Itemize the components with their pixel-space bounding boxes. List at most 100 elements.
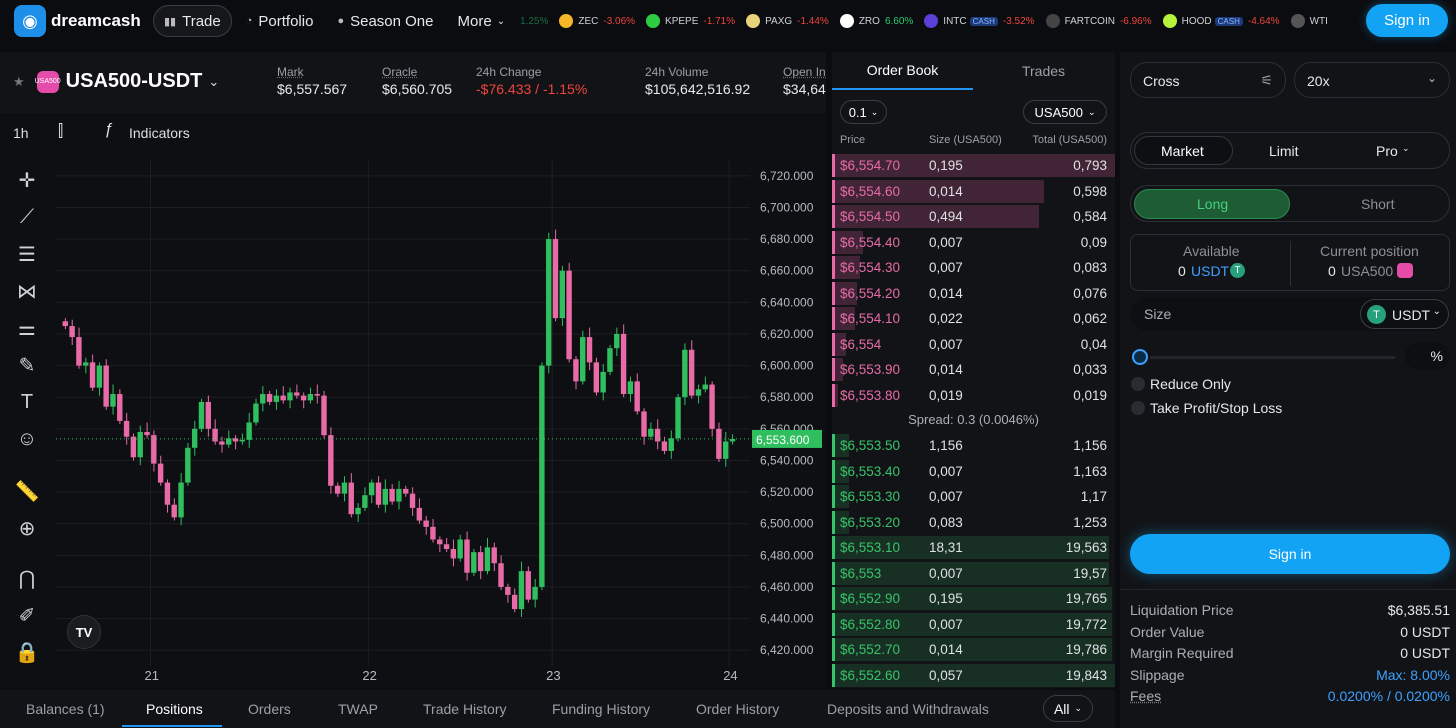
ask-row[interactable]: $6,553.80 0,019 0,019: [832, 383, 1115, 408]
filter-select[interactable]: All ⌄: [1043, 695, 1093, 722]
magnet-icon[interactable]: ⋂: [18, 567, 36, 590]
bottom-tab[interactable]: Positions: [146, 701, 203, 717]
bid-row[interactable]: $6,552.60 0,057 19,843: [832, 663, 1115, 688]
unit-value: USA500: [1034, 104, 1083, 120]
bid-row[interactable]: $6,553.50 1,156 1,156: [832, 433, 1115, 458]
header-signin-button[interactable]: Sign in: [1366, 4, 1448, 37]
order-type-pro[interactable]: Pro: [1376, 143, 1398, 159]
bottom-tab[interactable]: Order History: [696, 701, 780, 717]
ask-row[interactable]: $6,554 0,007 0,04: [832, 332, 1115, 357]
horizontal-lines-icon[interactable]: ☰: [18, 243, 36, 266]
bottom-tab[interactable]: Balances (1): [26, 701, 105, 717]
candle-body: [423, 520, 429, 527]
interval-selector[interactable]: 1h: [13, 125, 29, 141]
ticker-item[interactable]: FARTCOIN -6.96%: [1045, 14, 1152, 28]
nav-portfolio[interactable]: ◔ Portfolio: [236, 5, 324, 37]
tab-order-book[interactable]: Order Book: [832, 52, 973, 90]
text-icon[interactable]: T: [20, 390, 34, 413]
candle-body: [389, 488, 395, 502]
lock-drawing-icon[interactable]: ✐: [18, 604, 36, 627]
ticker-item[interactable]: 1.25%: [515, 16, 548, 27]
pattern-icon[interactable]: ⋈: [17, 280, 37, 303]
lock-icon[interactable]: 🔒: [14, 641, 40, 664]
indicators-button[interactable]: Indicators: [129, 125, 190, 141]
trendline-icon[interactable]: ⟋: [20, 205, 34, 228]
leverage-select[interactable]: 20x ⌄: [1294, 62, 1450, 98]
tpsl-checkbox[interactable]: [1131, 401, 1145, 415]
reduce-only-checkbox[interactable]: [1131, 377, 1145, 391]
percent-input[interactable]: %: [1405, 342, 1450, 370]
ticker-item[interactable]: ZEC -3.06%: [559, 14, 635, 28]
bottom-tab[interactable]: Funding History: [552, 701, 651, 717]
bid-row[interactable]: $6,552.70 0,014 19,786: [832, 637, 1115, 662]
ask-row[interactable]: $6,554.30 0,007 0,083: [832, 255, 1115, 280]
ask-row[interactable]: $6,553.90 0,014 0,033: [832, 357, 1115, 382]
crosshair-icon[interactable]: ✛: [18, 169, 36, 192]
brush-icon[interactable]: ✎: [18, 354, 36, 377]
ask-row[interactable]: $6,554.20 0,014 0,076: [832, 281, 1115, 306]
bottom-tab[interactable]: Deposits and Withdrawals: [827, 701, 989, 717]
candle-body: [607, 348, 613, 372]
long-button[interactable]: [1134, 189, 1290, 219]
position-value: 0: [1328, 263, 1336, 279]
candle-body: [511, 594, 518, 610]
candle-type-icon[interactable]: ⫿: [58, 123, 64, 140]
ticker-item[interactable]: HOOD CASH -4.64%: [1162, 14, 1280, 28]
price-chart[interactable]: 6,720.000 6,700.000 6,680.000 6,660.000 6,64…: [56, 160, 826, 688]
ask-row[interactable]: $6,554.50 0,494 0,584: [832, 204, 1115, 229]
zoom-in-icon[interactable]: ⊕: [18, 517, 36, 540]
size-unit-select[interactable]: T USDT ⌄: [1360, 299, 1449, 329]
emoji-icon[interactable]: ☺: [16, 427, 38, 450]
margin-mode-select[interactable]: Cross ⚟: [1130, 62, 1286, 98]
ticker-item[interactable]: WTI: [1290, 14, 1328, 28]
bid-row[interactable]: $6,552.80 0,007 19,772: [832, 612, 1115, 637]
ticker-symbol: FARTCOIN: [1064, 15, 1115, 27]
ask-row[interactable]: $6,554.10 0,022 0,062: [832, 306, 1115, 331]
ticker-item[interactable]: INTC CASH -3.52%: [924, 14, 1035, 28]
candle-body: [83, 362, 89, 366]
bid-row[interactable]: $6,553.10 18,31 19,563: [832, 535, 1115, 560]
symbol-selector[interactable]: ★ USA500 USA500-USDT ⌄: [13, 70, 219, 93]
bottom-tab[interactable]: Trade History: [423, 701, 507, 717]
ticker-item[interactable]: PAXG -1.44%: [746, 14, 829, 28]
tick-size-select[interactable]: 0.1 ⌄: [840, 100, 887, 124]
tradingview-logo-icon[interactable]: TV: [67, 615, 101, 649]
function-icon[interactable]: ƒ: [104, 121, 113, 138]
last-price-tag: [752, 429, 822, 448]
size-slider-track[interactable]: [1150, 356, 1395, 359]
fib-icon[interactable]: ⚌: [18, 317, 36, 340]
nav-more[interactable]: More ⌄: [448, 5, 516, 37]
candle-body: [96, 365, 103, 388]
favorite-star-icon[interactable]: ★: [13, 73, 25, 89]
ask-row[interactable]: $6,554.70 0,195 0,793: [832, 153, 1115, 178]
size-slider-handle[interactable]: [1132, 349, 1148, 365]
row-edge: [832, 332, 835, 356]
candle-body: [702, 384, 708, 390]
row-edge: [832, 281, 835, 305]
bid-row[interactable]: $6,553.40 0,007 1,163: [832, 459, 1115, 484]
bid-row[interactable]: $6,553 0,007 19,57: [832, 561, 1115, 586]
app-logo[interactable]: ◉ dreamcash: [14, 5, 144, 37]
unit-select[interactable]: USA500 ⌄: [1023, 100, 1107, 124]
info-value: $6,385.51: [1387, 602, 1450, 618]
size-input[interactable]: Size T USDT ⌄: [1130, 297, 1450, 331]
bid-row[interactable]: $6,552.90 0,195 19,765: [832, 586, 1115, 611]
bid-row[interactable]: $6,553.20 0,083 1,253: [832, 510, 1115, 535]
ask-row[interactable]: $6,554.60 0,014 0,598: [832, 179, 1115, 204]
ticker-item[interactable]: ZRO 6.60%: [839, 14, 913, 28]
order-type-limit[interactable]: Limit: [1269, 143, 1299, 159]
nav-season[interactable]: ● Season One: [327, 5, 443, 37]
tab-trades[interactable]: Trades: [1021, 63, 1066, 79]
nav-trade[interactable]: ▮▮ Trade: [153, 5, 232, 37]
ticker-item[interactable]: KPEPE -1.71%: [646, 14, 735, 28]
order-type-market[interactable]: Market: [1161, 143, 1204, 159]
candle-body: [532, 586, 538, 600]
bid-row[interactable]: $6,553.30 0,007 1,17: [832, 484, 1115, 509]
signin-button[interactable]: Sign in: [1130, 534, 1450, 574]
ask-row[interactable]: $6,554.40 0,007 0,09: [832, 230, 1115, 255]
ruler-icon[interactable]: 📏: [14, 480, 40, 503]
bottom-tab[interactable]: Orders: [248, 701, 291, 717]
bottom-tab[interactable]: TWAP: [338, 701, 378, 717]
short-button[interactable]: Short: [1361, 196, 1395, 212]
ob-price: $6,552.60: [840, 667, 901, 683]
